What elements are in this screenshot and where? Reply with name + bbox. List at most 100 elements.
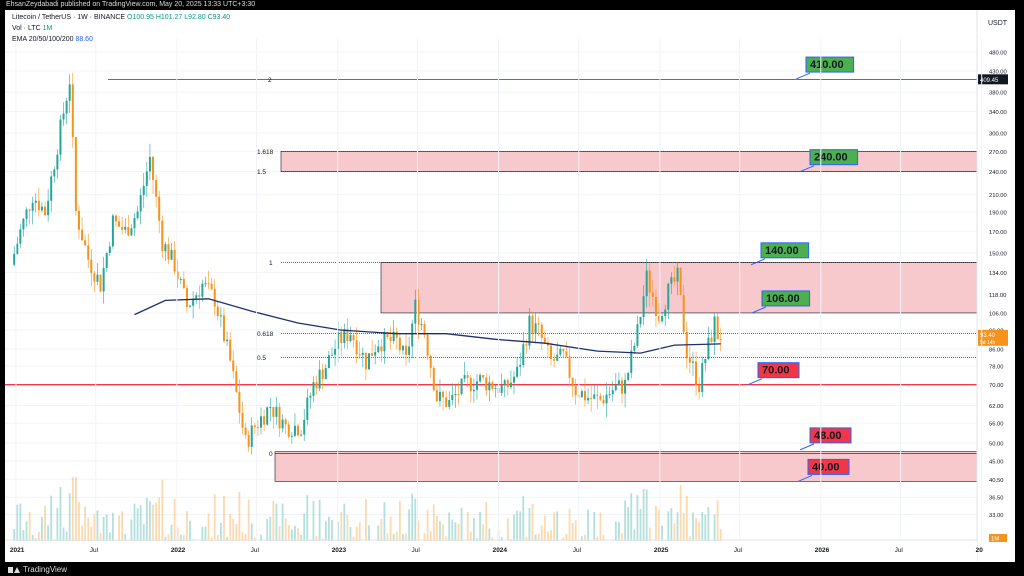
- candle-body[interactable]: [442, 391, 445, 398]
- candle-body[interactable]: [593, 394, 596, 399]
- candle-body[interactable]: [380, 346, 383, 352]
- candle-body[interactable]: [574, 386, 577, 396]
- candle-body[interactable]: [602, 399, 605, 404]
- candle-body[interactable]: [303, 419, 306, 435]
- candle-body[interactable]: [93, 273, 96, 282]
- candle-body[interactable]: [553, 359, 556, 361]
- candle-body[interactable]: [148, 156, 151, 172]
- candle-body[interactable]: [691, 361, 694, 363]
- candle-body[interactable]: [25, 209, 28, 219]
- candle-body[interactable]: [334, 348, 337, 355]
- candle-body[interactable]: [361, 352, 364, 356]
- candle-body[interactable]: [701, 363, 704, 393]
- candle-body[interactable]: [479, 375, 482, 382]
- candle-body[interactable]: [121, 226, 124, 230]
- candle-body[interactable]: [50, 176, 53, 201]
- candle-body[interactable]: [509, 382, 512, 388]
- candle-body[interactable]: [238, 391, 241, 413]
- candle-body[interactable]: [568, 356, 571, 378]
- candle-body[interactable]: [513, 376, 516, 383]
- candle-body[interactable]: [608, 394, 611, 396]
- candle-body[interactable]: [648, 270, 651, 293]
- candle-body[interactable]: [229, 339, 232, 361]
- y-axis-panel[interactable]: [977, 10, 1015, 562]
- candle-body[interactable]: [676, 267, 679, 282]
- candle-body[interactable]: [417, 299, 420, 325]
- candle-body[interactable]: [695, 361, 698, 385]
- candle-body[interactable]: [179, 278, 182, 280]
- candle-body[interactable]: [355, 340, 358, 355]
- candle-body[interactable]: [68, 84, 71, 101]
- candle-body[interactable]: [534, 323, 537, 334]
- candle-body[interactable]: [438, 391, 441, 402]
- candle-body[interactable]: [105, 253, 108, 268]
- candle-body[interactable]: [673, 277, 676, 282]
- target-label-box[interactable]: [807, 458, 850, 475]
- candle-body[interactable]: [219, 315, 222, 317]
- candle-body[interactable]: [642, 296, 645, 317]
- candle-body[interactable]: [679, 267, 682, 296]
- candle-body[interactable]: [312, 382, 315, 396]
- candle-body[interactable]: [503, 380, 506, 386]
- candle-body[interactable]: [435, 390, 438, 402]
- candle-body[interactable]: [284, 419, 287, 425]
- candle-body[interactable]: [651, 292, 654, 297]
- candle-body[interactable]: [269, 407, 272, 409]
- candle-body[interactable]: [707, 337, 710, 360]
- candle-body[interactable]: [158, 196, 161, 221]
- candle-body[interactable]: [587, 397, 590, 401]
- candle-body[interactable]: [516, 366, 519, 377]
- fib-zone-0[interactable]: [280, 151, 978, 172]
- candle-body[interactable]: [664, 309, 667, 317]
- candle-body[interactable]: [475, 381, 478, 390]
- candle-body[interactable]: [719, 339, 722, 341]
- candle-body[interactable]: [340, 331, 343, 344]
- candle-body[interactable]: [349, 335, 352, 342]
- candle-body[interactable]: [432, 368, 435, 391]
- candle-body[interactable]: [90, 259, 93, 274]
- candle-body[interactable]: [47, 200, 50, 216]
- candle-body[interactable]: [661, 316, 664, 322]
- candle-body[interactable]: [161, 220, 164, 252]
- candle-body[interactable]: [176, 271, 179, 280]
- candle-body[interactable]: [658, 315, 661, 322]
- candle-body[interactable]: [429, 355, 432, 369]
- candle-body[interactable]: [247, 434, 250, 447]
- candle-body[interactable]: [34, 200, 37, 203]
- candle-body[interactable]: [241, 412, 244, 428]
- candle-body[interactable]: [139, 195, 142, 212]
- fib-zone-1[interactable]: [380, 262, 978, 314]
- candle-body[interactable]: [99, 274, 102, 292]
- candle-body[interactable]: [621, 380, 624, 394]
- candle-body[interactable]: [528, 315, 531, 346]
- candle-body[interactable]: [654, 296, 657, 316]
- candle-body[interactable]: [142, 185, 145, 196]
- candle-body[interactable]: [371, 353, 374, 356]
- candle-body[interactable]: [13, 253, 16, 265]
- candle-body[interactable]: [525, 344, 528, 346]
- candle-body[interactable]: [698, 384, 701, 393]
- candle-body[interactable]: [466, 375, 469, 378]
- candle-body[interactable]: [164, 244, 167, 252]
- candle-body[interactable]: [315, 382, 318, 389]
- candle-body[interactable]: [506, 380, 509, 388]
- candle-body[interactable]: [216, 306, 219, 317]
- candle-body[interactable]: [244, 427, 247, 435]
- candle-body[interactable]: [543, 337, 546, 343]
- candle-body[interactable]: [44, 206, 47, 216]
- candle-body[interactable]: [290, 435, 293, 437]
- candle-body[interactable]: [62, 113, 65, 120]
- candle-body[interactable]: [253, 425, 256, 428]
- candle-body[interactable]: [494, 388, 497, 390]
- candle-body[interactable]: [182, 278, 185, 289]
- candle-body[interactable]: [155, 180, 158, 197]
- candle-body[interactable]: [596, 394, 599, 396]
- candle-body[interactable]: [56, 154, 59, 170]
- candle-body[interactable]: [201, 283, 204, 297]
- candle-body[interactable]: [136, 211, 139, 219]
- candle-body[interactable]: [74, 137, 77, 211]
- candle-body[interactable]: [682, 295, 685, 332]
- candle-body[interactable]: [16, 243, 19, 254]
- legend-symbol[interactable]: Litecoin / TetherUS · 1W · BINANCE: [12, 14, 126, 21]
- x-axis-panel[interactable]: [5, 541, 977, 562]
